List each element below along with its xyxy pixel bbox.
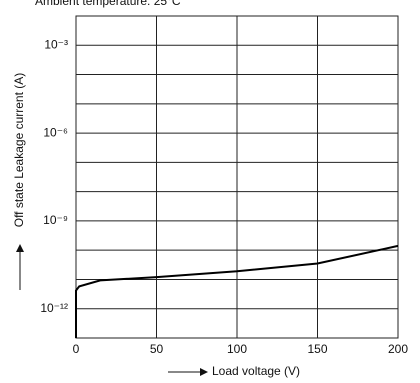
x-tick-label: 200 bbox=[388, 342, 408, 356]
x-tick-label: 150 bbox=[307, 342, 327, 356]
chart-title: Ambient temperature: 25°C bbox=[35, 0, 181, 8]
y-tick-label: 10⁻⁶ bbox=[43, 125, 68, 139]
y-tick-label: 10⁻⁹ bbox=[43, 213, 68, 227]
x-arrow bbox=[168, 368, 208, 376]
x-tick-label: 50 bbox=[150, 342, 164, 356]
y-tick-label: 10⁻¹² bbox=[40, 301, 68, 315]
x-tick-label: 0 bbox=[73, 342, 80, 356]
x-tick-label: 100 bbox=[227, 342, 247, 356]
y-arrow bbox=[16, 244, 24, 290]
y-axis-label: Off state Leakage current (A) bbox=[12, 73, 26, 228]
x-axis-label: Load voltage (V) bbox=[212, 364, 300, 378]
line-series bbox=[75, 244, 399, 338]
y-tick-label: 10⁻³ bbox=[44, 37, 68, 51]
